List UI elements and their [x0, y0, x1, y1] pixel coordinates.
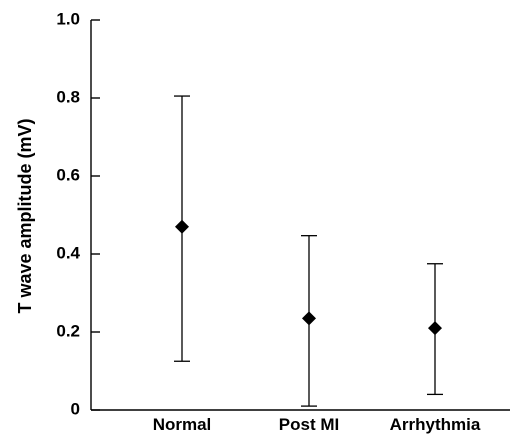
y-tick-label: 1.0 — [56, 9, 80, 28]
x-tick-label: Arrhythmia — [390, 415, 481, 434]
y-tick-label: 0 — [71, 399, 80, 418]
y-tick-label: 0.2 — [56, 321, 80, 340]
data-point-diamond — [428, 321, 442, 336]
y-tick-label: 0.4 — [56, 243, 80, 262]
x-tick-labels: Normal Post MI Arrhythmia — [153, 415, 481, 434]
y-tick-label: 0.6 — [56, 165, 80, 184]
x-tick-label: Normal — [153, 415, 212, 434]
y-ticks: 0 0.2 0.4 0.6 0.8 1.0 — [56, 9, 100, 418]
data-point-diamond — [175, 219, 189, 234]
error-bars — [174, 95, 443, 407]
y-tick-label: 0.8 — [56, 87, 80, 106]
x-tick-label: Post MI — [279, 415, 339, 434]
data-point-diamond — [302, 311, 316, 326]
data-markers — [175, 219, 442, 336]
y-axis-label: T wave amplitude (mV) — [15, 118, 35, 313]
